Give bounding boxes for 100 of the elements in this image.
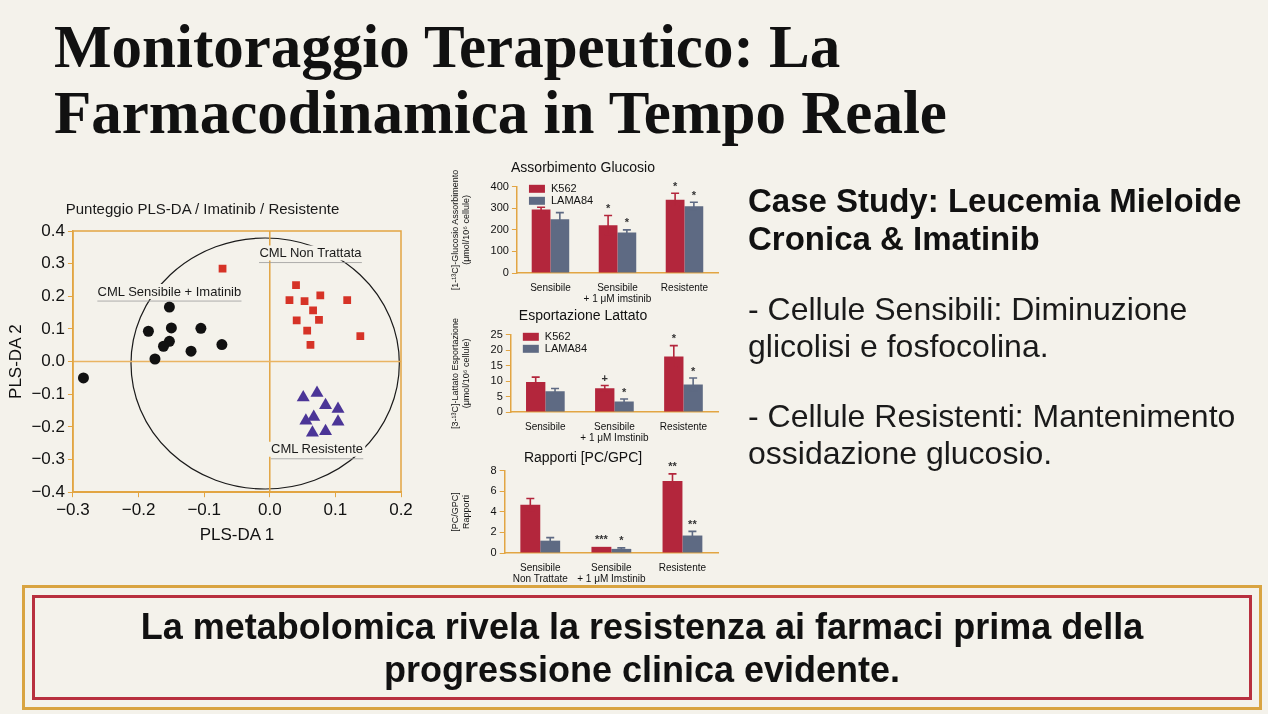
point — [303, 326, 312, 335]
data-label: ** — [668, 460, 678, 473]
y-tick-label: 25 — [490, 327, 503, 340]
series-label: CML Sensibile + Imatinib — [97, 283, 242, 299]
data-label: * — [672, 179, 678, 192]
bar — [545, 391, 565, 412]
y-tick-label: −0.4 — [31, 481, 65, 501]
point — [305, 425, 319, 437]
point — [158, 340, 169, 352]
point — [315, 315, 323, 324]
y-tick-label: 2 — [490, 525, 497, 538]
x-tick-label: Resistente — [658, 562, 707, 574]
y-axis-title: [PC/GPC] Rapporti — [449, 492, 471, 532]
x-tick-label: 0.1 — [323, 500, 348, 520]
bar — [617, 232, 637, 273]
y-tick-label: −0.3 — [31, 449, 65, 469]
data-label: *** — [594, 533, 609, 546]
point — [316, 291, 325, 300]
point — [299, 413, 313, 425]
point — [165, 322, 177, 334]
point — [300, 297, 309, 306]
legend-label: K562 — [550, 181, 577, 194]
point — [216, 339, 228, 351]
bar — [684, 206, 704, 273]
data-label: + — [601, 371, 608, 384]
y-tick-label: 0 — [502, 266, 509, 279]
text: - Cellule Sensibili: Diminuzione glicolisi e fosfocolina. — [748, 291, 1189, 365]
point — [319, 423, 333, 435]
point — [142, 325, 154, 337]
y-tick-label: −0.1 — [31, 383, 65, 403]
y-tick-label: 0.0 — [41, 351, 65, 371]
bar — [531, 209, 551, 273]
y-tick-label: 20 — [490, 343, 503, 356]
bar — [614, 401, 634, 412]
point — [306, 341, 315, 349]
y-tick-label: 0.3 — [41, 253, 65, 273]
chart-title: Punteggio PLS-DA / Imatinib / Resistente — [65, 200, 340, 218]
point — [331, 401, 345, 413]
x-axis-title: PLS-DA 1 — [199, 525, 275, 545]
y-tick-label: 8 — [490, 463, 497, 476]
bar — [682, 535, 703, 553]
point — [163, 301, 175, 313]
point — [285, 296, 294, 305]
point — [307, 409, 321, 421]
x-tick-label: Resistente — [660, 282, 709, 294]
legend-label: LAMA84 — [550, 193, 594, 206]
data-label: * — [624, 216, 630, 229]
x-tick-label: Sensibile Non Trattate — [512, 562, 569, 585]
data-label: ** — [688, 517, 698, 530]
y-tick-label: 0.4 — [41, 220, 65, 240]
point — [356, 332, 365, 341]
chart-title: Rapporti [PC/GPC] — [523, 449, 643, 466]
y-tick-label: 6 — [490, 484, 497, 497]
bar — [540, 540, 561, 553]
y-tick-label: 4 — [490, 504, 497, 517]
point — [309, 306, 317, 315]
x-tick-label: −0.3 — [56, 500, 90, 520]
text: Monitoraggio Terapeutico: La Farmacodinamica in Tempo Reale — [54, 13, 948, 146]
x-tick-label: −0.1 — [187, 500, 221, 520]
text: La metabolomica rivela la resistenza ai farmaci prima della progressione clinica evidente. — [139, 604, 1145, 691]
x-tick-label: Sensibile — [530, 282, 572, 294]
y-axis-title: PLS-DA 2 — [5, 324, 25, 399]
y-tick-label: 100 — [490, 244, 509, 257]
legend-label: K562 — [544, 329, 571, 342]
x-tick-label: 0.2 — [389, 500, 413, 520]
y-tick-label: 300 — [490, 201, 509, 214]
point — [292, 281, 300, 290]
legend-label: LAMA84 — [544, 341, 588, 354]
y-tick-label: 0 — [490, 546, 497, 559]
series-label: CML Resistente — [271, 441, 364, 457]
chart-title: Esportazione Lattato — [518, 307, 648, 324]
x-tick-label: 0.0 — [257, 500, 282, 520]
point — [195, 322, 207, 334]
bar — [595, 388, 615, 412]
point — [292, 316, 301, 325]
text: Case Study: Leucemia Mieloide Cronica & Imatinib — [748, 182, 1243, 258]
y-tick-label: 0.1 — [41, 318, 65, 338]
data-label: * — [605, 201, 611, 214]
text: CML Non Trattata — [259, 245, 363, 261]
y-tick-label: 400 — [490, 179, 509, 192]
data-label: * — [691, 188, 697, 201]
point — [185, 345, 197, 357]
point — [77, 372, 89, 384]
x-tick-label: Sensibile + 1 μM Imstinib — [577, 562, 646, 585]
y-tick-label: 0 — [496, 405, 503, 418]
point — [310, 385, 324, 397]
y-tick-label: 15 — [490, 358, 503, 371]
point — [319, 397, 333, 410]
chart-title: Assorbimento Glucosio — [511, 159, 656, 176]
data-label: * — [671, 332, 677, 345]
point — [149, 353, 161, 365]
y-tick-label: 200 — [490, 222, 509, 235]
y-tick-label: 5 — [496, 389, 503, 402]
bar — [591, 546, 612, 553]
x-tick-label: Resistente — [659, 421, 708, 433]
point — [331, 414, 345, 426]
point — [296, 390, 310, 402]
x-tick-label: Sensibile + 1 μM imstinib — [583, 282, 652, 305]
text: - Cellule Resistenti: Mantenimento ossidazione glucosio. — [748, 398, 1237, 472]
y-tick-label: 10 — [490, 374, 503, 387]
